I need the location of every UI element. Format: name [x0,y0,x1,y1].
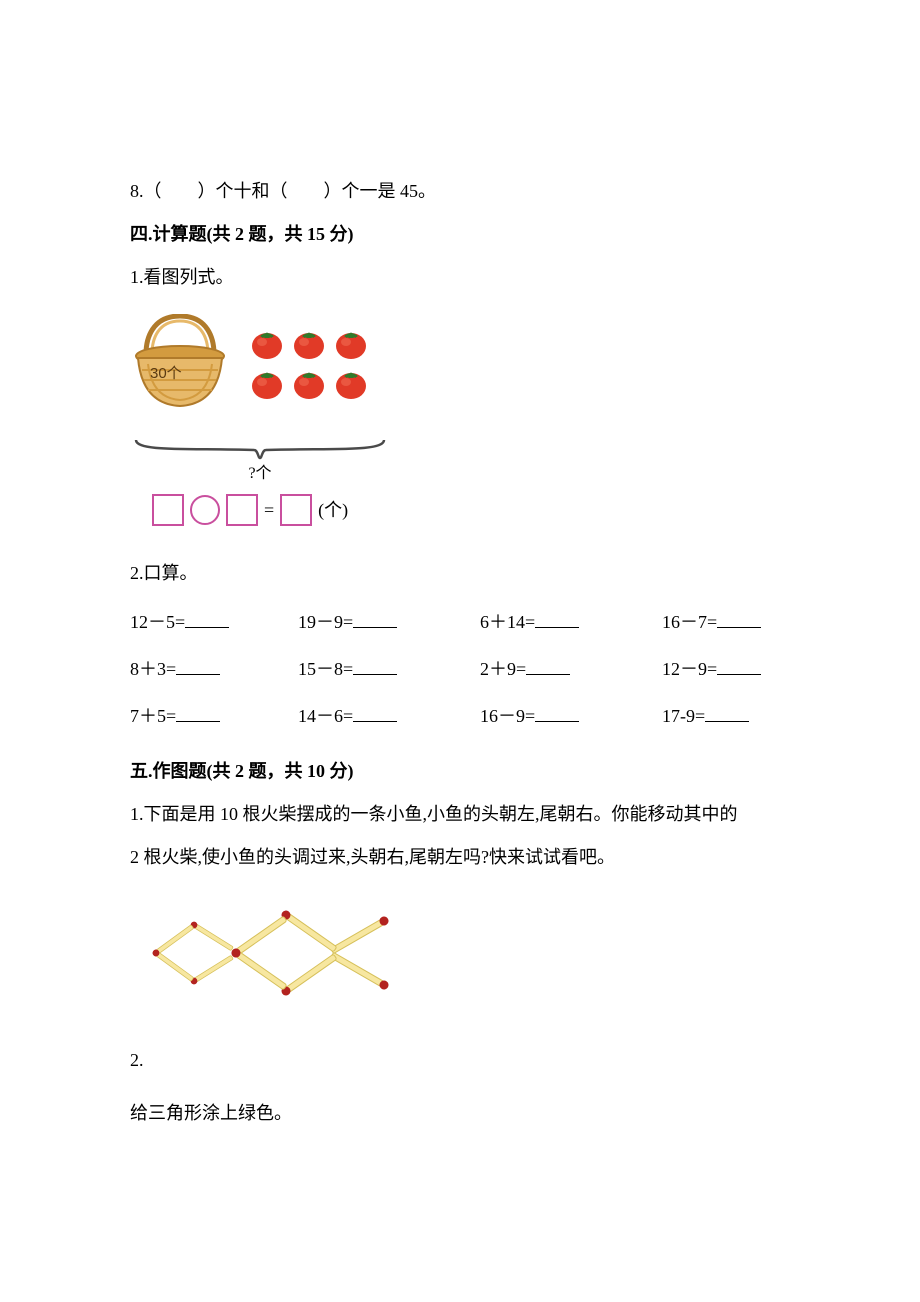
tomato-icon [334,326,368,360]
matchstick-fish-figure [136,897,396,1017]
calc-cell: 2＋9= [480,646,662,693]
answer-blank[interactable] [535,703,579,722]
s5-q1-line2: 2 根火柴,使小鱼的头调过来,头朝右,尾朝左吗?快来试试看吧。 [130,836,790,879]
q8-text-pre: 8.（ [130,181,162,201]
tomato-group [250,326,400,406]
tomato-icon [292,366,326,400]
operand-box-2[interactable] [226,494,258,526]
s5-q1-line1: 1.下面是用 10 根火柴摆成的一条小鱼,小鱼的头朝左,尾朝右。你能移动其中的 [130,793,790,836]
s4-q1-label: 1.看图列式。 [130,256,790,299]
calc-expr: 12－5= [130,612,185,632]
answer-blank[interactable] [353,656,397,675]
calc-cell: 16－7= [662,599,830,646]
tomato-icon [250,326,284,360]
s4-q2-label: 2.口算。 [130,552,790,595]
calc-expr: 7＋5= [130,706,176,726]
calc-cell: 12－9= [662,646,830,693]
tomato-icon [250,366,284,400]
answer-blank[interactable] [717,656,761,675]
calc-expr: 15－8= [298,659,353,679]
question-8: 8.（ ）个十和（ ）个一是 45。 [130,170,790,213]
tomato-row [250,326,400,360]
calc-expr: 16－7= [662,612,717,632]
calc-cell: 17-9= [662,693,830,740]
calc-expr: 19－9= [298,612,353,632]
s5-q2-label: 2. [130,1039,790,1082]
answer-blank[interactable] [185,609,229,628]
calc-expr: 16－9= [480,706,535,726]
calc-cell: 12－5= [130,599,298,646]
equation-row: = (个) [130,489,790,532]
answer-blank[interactable] [526,656,570,675]
q8-blank-1[interactable] [162,170,198,213]
tomato-row [250,366,400,400]
basket-tomato-figure: 30个 [130,314,390,434]
s5-q2-text: 给三角形涂上绿色。 [130,1092,790,1135]
unit-label: (个) [318,489,348,532]
operand-box-1[interactable] [152,494,184,526]
answer-blank[interactable] [535,609,579,628]
calc-expr: 8＋3= [130,659,176,679]
calc-cell: 7＋5= [130,693,298,740]
calc-cell: 8＋3= [130,646,298,693]
section-5-header: 五.作图题(共 2 题，共 10 分) [130,750,790,793]
answer-blank[interactable] [353,703,397,722]
calc-cell: 6＋14= [480,599,662,646]
answer-blank[interactable] [176,656,220,675]
curly-bracket [130,436,390,466]
answer-blank[interactable] [353,609,397,628]
answer-blank[interactable] [717,609,761,628]
calc-cell: 16－9= [480,693,662,740]
calc-expr: 12－9= [662,659,717,679]
bracket-label: ?个 [130,464,390,483]
section-4-header: 四.计算题(共 2 题，共 15 分) [130,213,790,256]
q8-text-mid1: ）个十和（ [198,181,288,201]
tomato-icon [334,366,368,400]
basket-label: 30个 [150,356,182,392]
calc-cell: 19－9= [298,599,480,646]
calc-expr: 2＋9= [480,659,526,679]
result-box[interactable] [280,494,312,526]
answer-blank[interactable] [176,703,220,722]
calc-expr: 17-9= [662,706,705,726]
equals-sign: = [264,489,274,532]
answer-blank[interactable] [705,703,749,722]
operator-circle[interactable] [190,495,220,525]
q8-text-mid2: ）个一是 45。 [324,181,437,201]
calc-cell: 15－8= [298,646,480,693]
mental-math-grid: 12－5= 19－9= 6＋14= 16－7= 8＋3= 15－8= 2＋9= … [130,599,790,739]
q8-blank-2[interactable] [288,170,324,213]
calc-expr: 6＋14= [480,612,535,632]
calc-expr: 14－6= [298,706,353,726]
calc-cell: 14－6= [298,693,480,740]
tomato-icon [292,326,326,360]
